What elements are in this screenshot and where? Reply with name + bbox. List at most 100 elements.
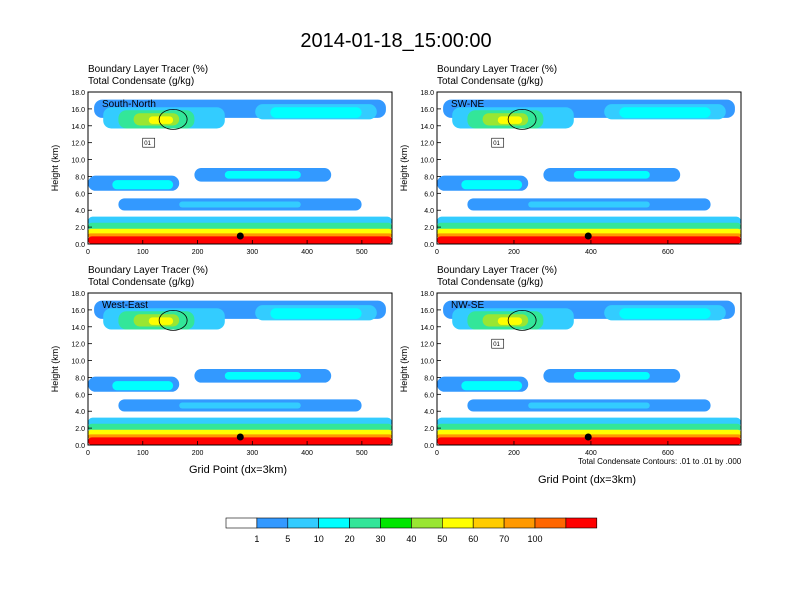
- colorbar-tick-label: 50: [437, 534, 447, 544]
- tracer-shading: [112, 381, 174, 391]
- colorbar-swatch: [503, 517, 536, 529]
- tracer-shading: [461, 180, 523, 190]
- y-tick-label: 2.0: [424, 426, 434, 433]
- colorbar-tick-label: 60: [468, 534, 478, 544]
- condensate-field: [88, 300, 392, 445]
- tracer-shading: [270, 308, 362, 319]
- y-tick-label: 16.0: [420, 308, 434, 315]
- condensate-contour: [507, 108, 537, 130]
- colorbar-swatch: [534, 517, 567, 529]
- panel-1-line2: Total Condensate (g/kg): [88, 76, 195, 87]
- y-tick-label: 14.0: [420, 325, 434, 332]
- y-tick-label: 0.0: [424, 242, 434, 249]
- colorbar-tick-label: 40: [406, 534, 416, 544]
- panel-1: South-North 01 0.0 2.0 4.0 6.0 8.0 10.0 12.0 14.0…: [50, 90, 393, 256]
- panel-label: NW-SE: [451, 300, 484, 311]
- colorbar-tick-label: 10: [314, 534, 324, 544]
- tracer-shading: [148, 317, 174, 325]
- colorbar-swatch: [472, 517, 505, 529]
- tracer-shading: [148, 116, 174, 124]
- y-tick-label: 14.0: [71, 325, 85, 332]
- y-tick-label: 6.0: [75, 392, 85, 399]
- x-tick-label: 200: [508, 450, 520, 457]
- tracer-shading: [88, 423, 392, 432]
- contour-label-box: [491, 137, 505, 148]
- location-marker: [584, 232, 592, 240]
- panel-2-line2: Total Condensate (g/kg): [437, 76, 544, 87]
- x-tick-label: 400: [585, 249, 597, 256]
- tracer-shading: [437, 437, 741, 445]
- x-tick-label: 200: [192, 450, 204, 457]
- x-tick-label: 200: [508, 249, 520, 256]
- x-tick-label: 0: [86, 450, 90, 457]
- y-tick-label: 4.0: [75, 409, 85, 416]
- y-tick-label: 14.0: [71, 124, 85, 131]
- x-tick-label: 500: [356, 249, 368, 256]
- panel-label: South-North: [102, 99, 156, 110]
- y-tick-label: 18.0: [71, 291, 85, 298]
- y-tick-label: 8.0: [424, 375, 434, 382]
- colorbar-swatch: [256, 517, 289, 529]
- tracer-shading: [619, 308, 711, 319]
- tracer-shading: [88, 236, 392, 244]
- y-tick-label: 4.0: [75, 208, 85, 215]
- x-tick-label: 100: [137, 450, 149, 457]
- panel-4-header: Boundary Layer Tracer (%) Total Condensa…: [437, 265, 557, 289]
- colorbar-tick-label: 70: [499, 534, 509, 544]
- y-tick-label: 6.0: [424, 191, 434, 198]
- tracer-shading: [179, 201, 301, 208]
- tracer-shading: [437, 236, 741, 244]
- tracer-shading: [497, 116, 523, 124]
- panel-label: West-East: [102, 300, 148, 311]
- contour-note: Total Condensate Contours: .01 to .01 by…: [578, 457, 742, 466]
- tracer-shading: [270, 107, 362, 118]
- y-tick-label: 18.0: [420, 90, 434, 97]
- colorbar-tick-label: 1: [254, 534, 259, 544]
- colorbar-tick-label: 30: [375, 534, 385, 544]
- tracer-shading: [528, 402, 650, 409]
- tracer-shading: [619, 107, 711, 118]
- colorbar-swatch: [349, 517, 381, 529]
- x-tick-label: 0: [435, 249, 439, 256]
- condensate-contour: [158, 108, 188, 130]
- x-tick-label: 500: [356, 450, 368, 457]
- panel-2-header: Boundary Layer Tracer (%) Total Condensa…: [437, 64, 557, 88]
- contour-label-box: [142, 137, 156, 148]
- panel-4-xlabel: Grid Point (dx=3km): [537, 474, 637, 486]
- panel-4: NW-SE 01 0.0 2.0 4.0 6.0 8.0 10.0 12.0 14.0 16.0 18…: [399, 291, 742, 457]
- colorbar: 1 5 10 20 30 40 50 60 70 100: [225, 517, 598, 544]
- y-tick-label: 10.0: [71, 359, 85, 366]
- colorbar-swatch: [318, 517, 350, 529]
- contour-label: 01: [144, 141, 151, 147]
- colorbar-tick-label: 20: [345, 534, 355, 544]
- panel-3: West-East 0.0 2.0 4.0 6.0 8.0 10.0 12.0 14.0 16.0…: [50, 291, 393, 457]
- tracer-shading: [528, 201, 650, 208]
- y-tick-label: 0.0: [75, 443, 85, 450]
- panel-2-line1: Boundary Layer Tracer (%): [437, 64, 558, 75]
- tracer-shading: [461, 381, 523, 391]
- panel-2: SW-NE 01 0.0 2.0 4.0 6.0 8.0 10.0 12.0 14.0 16.0 18…: [399, 90, 742, 256]
- tracer-shading: [88, 437, 392, 445]
- colorbar-swatch: [380, 517, 412, 529]
- y-tick-label: 4.0: [424, 208, 434, 215]
- y-tick-label: 18.0: [420, 291, 434, 298]
- panel-label: SW-NE: [451, 99, 484, 110]
- tracer-shading: [437, 423, 741, 432]
- tracer-shading: [497, 317, 523, 325]
- y-tick-label: 16.0: [71, 107, 85, 114]
- location-marker: [236, 433, 244, 441]
- y-tick-label: 2.0: [424, 225, 434, 232]
- y-axis-label: Height (km): [50, 346, 60, 393]
- colorbar-swatch: [411, 517, 443, 529]
- colorbar-swatch: [441, 517, 474, 529]
- y-tick-label: 8.0: [75, 174, 85, 181]
- tracer-shading: [224, 372, 301, 380]
- contour-label: 01: [493, 342, 500, 348]
- y-tick-label: 0.0: [424, 443, 434, 450]
- condensate-contour: [507, 309, 537, 331]
- plot-frame: [87, 292, 393, 446]
- panel-3-line1: Boundary Layer Tracer (%): [88, 265, 209, 276]
- tracer-shading: [437, 222, 741, 231]
- x-tick-label: 400: [301, 249, 313, 256]
- y-tick-label: 6.0: [75, 191, 85, 198]
